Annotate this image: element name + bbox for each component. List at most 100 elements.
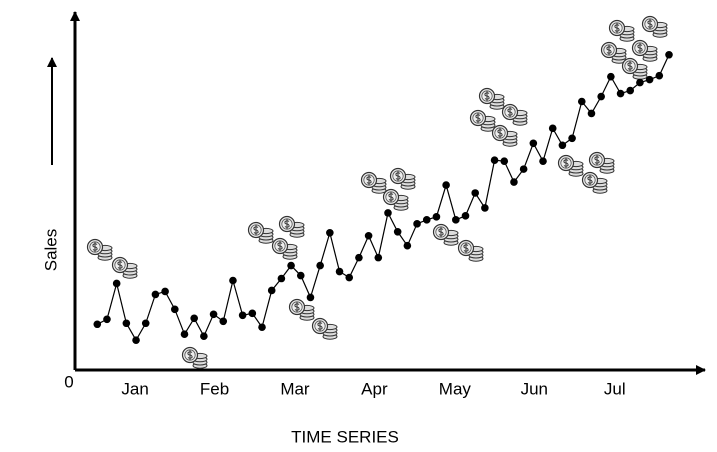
coin-stack [432, 223, 459, 246]
coin-symbol [253, 225, 259, 235]
data-point [393, 227, 402, 236]
coin-rim [624, 60, 636, 72]
data-point [587, 109, 596, 118]
coin-stack [631, 39, 658, 62]
data-point [558, 141, 567, 150]
x-axis-label: TIME SERIES [291, 427, 399, 446]
data-point [452, 216, 460, 224]
data-point [306, 293, 315, 302]
data-point [665, 50, 673, 59]
coin-rim [560, 157, 572, 169]
x-tick-label: Jan [121, 379, 148, 398]
data-point [607, 72, 615, 81]
data-point [432, 213, 441, 221]
data-point [461, 212, 470, 220]
coin-stack [581, 171, 608, 194]
coin-stack [478, 87, 505, 110]
coin-rim [584, 174, 596, 186]
coin-stack [588, 151, 615, 174]
data-point [238, 311, 247, 320]
data-point [384, 209, 392, 217]
data-point [626, 86, 635, 95]
data-point [171, 305, 179, 314]
data-point [364, 231, 373, 240]
coin-rim [274, 240, 286, 252]
coin-stack [111, 256, 138, 279]
x-tick-label: Feb [200, 379, 229, 398]
data-point [374, 253, 383, 262]
coin-symbol [594, 155, 600, 165]
coin-rim [504, 106, 516, 118]
coin-symbol [647, 19, 653, 29]
coin-symbol [388, 192, 394, 202]
coin-stack [641, 15, 668, 38]
coin-symbol [117, 260, 123, 270]
coin-rim [472, 112, 484, 124]
data-point [326, 228, 334, 237]
coin-rim [481, 90, 493, 102]
y-axis-label: Sales [41, 229, 60, 272]
coin-rim [114, 259, 126, 271]
coin-symbol [463, 243, 469, 253]
coin-symbol [614, 23, 620, 33]
coin-rim [591, 154, 603, 166]
coin-symbol [606, 45, 612, 55]
coin-rim [634, 42, 646, 54]
data-point [655, 71, 664, 80]
data-point [287, 261, 295, 270]
data-point [316, 261, 324, 270]
coin-symbol [563, 158, 569, 168]
coin-rim [644, 18, 656, 30]
data-point [229, 276, 237, 285]
data-point [539, 157, 547, 165]
coin-stack [457, 239, 484, 262]
data-point [403, 241, 412, 250]
data-point [151, 290, 160, 299]
x-tick-label: Apr [361, 379, 388, 398]
coin-symbol [92, 242, 98, 252]
data-point [112, 279, 121, 288]
coin-rim [385, 191, 397, 203]
coin-rim [250, 224, 262, 236]
coin-rim [494, 127, 506, 139]
coin-symbol [317, 321, 323, 331]
coin-symbol [627, 61, 633, 71]
data-point [490, 156, 499, 164]
data-point [345, 273, 354, 282]
coin-symbol [497, 128, 503, 138]
coin-stack [278, 215, 305, 238]
data-point [471, 189, 479, 197]
coin-stack [557, 154, 584, 177]
data-point [500, 157, 509, 165]
coin-stack [621, 57, 648, 80]
x-tick-label: May [439, 379, 472, 398]
data-point [296, 271, 305, 280]
coin-stack [247, 221, 274, 244]
data-point [267, 286, 276, 295]
data-point [132, 336, 140, 344]
coin-stack [288, 298, 315, 321]
coin-symbol [475, 113, 481, 123]
coin-rim [281, 218, 293, 230]
coin-rim [291, 301, 303, 313]
coin-symbol [507, 107, 513, 117]
data-point [577, 97, 586, 106]
data-point [413, 220, 421, 228]
origin-label: 0 [64, 372, 73, 391]
coin-stack [311, 317, 338, 340]
data-point [335, 267, 344, 276]
data-point [616, 89, 625, 98]
data-point [180, 330, 189, 339]
data-point [161, 287, 169, 296]
data-point [442, 181, 450, 189]
coin-stack [382, 188, 409, 211]
coin-rim [611, 22, 623, 34]
data-point [510, 178, 518, 186]
coin-stack [271, 237, 298, 260]
coin-stack [360, 171, 387, 194]
coin-symbol [294, 302, 300, 312]
data-point [481, 204, 489, 212]
data-point [519, 165, 528, 173]
coin-stack [608, 19, 635, 42]
data-point [258, 323, 266, 332]
